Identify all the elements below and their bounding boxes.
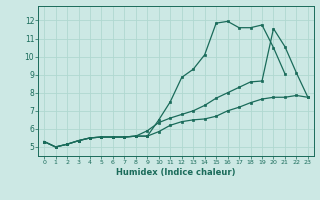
X-axis label: Humidex (Indice chaleur): Humidex (Indice chaleur) [116,168,236,177]
